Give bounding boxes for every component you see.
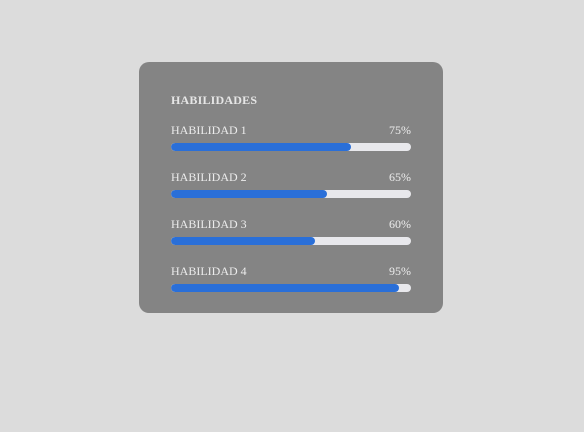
skill-item: HABILIDAD 2 65% [171,170,411,198]
card-title: HABILIDADES [171,93,258,107]
skill-item: HABILIDAD 3 60% [171,217,411,245]
progress-fill [171,143,351,151]
skill-item: HABILIDAD 1 75% [171,123,411,151]
skill-percent: 75% [389,123,411,137]
progress-fill [171,237,315,245]
skill-percent: 65% [389,170,411,184]
skills-card: HABILIDADES HABILIDAD 1 75% HABILIDAD 2 … [139,62,443,313]
skill-header: HABILIDAD 1 75% [171,123,411,137]
skill-percent: 95% [389,264,411,278]
skill-label: HABILIDAD 3 [171,217,247,231]
skill-label: HABILIDAD 1 [171,123,247,137]
skill-header: HABILIDAD 2 65% [171,170,411,184]
skill-header: HABILIDAD 4 95% [171,264,411,278]
progress-track [171,284,411,292]
progress-track [171,190,411,198]
skill-header: HABILIDAD 3 60% [171,217,411,231]
progress-fill [171,190,327,198]
progress-track [171,143,411,151]
progress-fill [171,284,399,292]
skill-item: HABILIDAD 4 95% [171,264,411,292]
skill-label: HABILIDAD 4 [171,264,247,278]
progress-track [171,237,411,245]
skill-label: HABILIDAD 2 [171,170,247,184]
skill-percent: 60% [389,217,411,231]
